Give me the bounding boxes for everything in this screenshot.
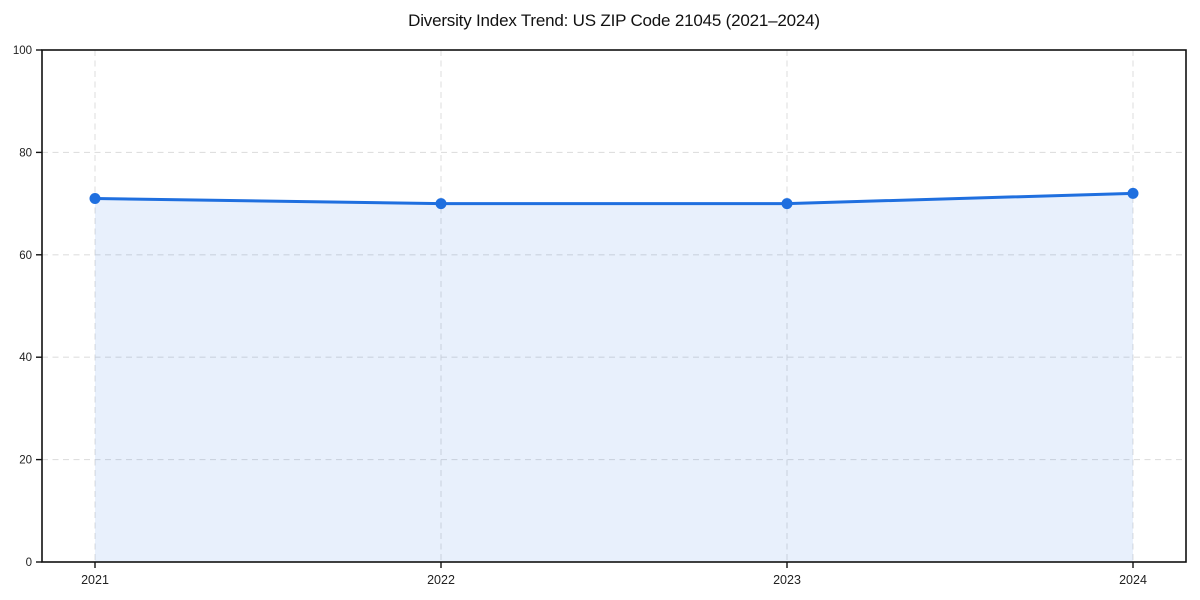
y-tick-label: 0 [26,557,32,569]
x-tick-label: 2023 [773,573,801,587]
y-tick-label: 20 [19,455,32,467]
data-point-2021 [89,192,101,204]
trend-line [93,191,1135,206]
x-tick-label: 2021 [81,573,109,587]
area-fill [95,193,1133,563]
y-tick-label: 60 [19,250,32,262]
data-point-2022 [435,198,447,210]
data-point-2024 [1127,187,1139,199]
y-tick-label: 40 [19,352,32,364]
data-point-2023 [781,198,793,210]
plot-border [41,49,1187,563]
y-tick-label: 100 [13,45,32,57]
x-tick-label: 2022 [427,573,455,587]
x-tick-label: 2024 [1119,573,1147,587]
y-tick-label: 80 [19,147,32,159]
chart-title: Diversity Index Trend: US ZIP Code 21045… [408,11,820,30]
